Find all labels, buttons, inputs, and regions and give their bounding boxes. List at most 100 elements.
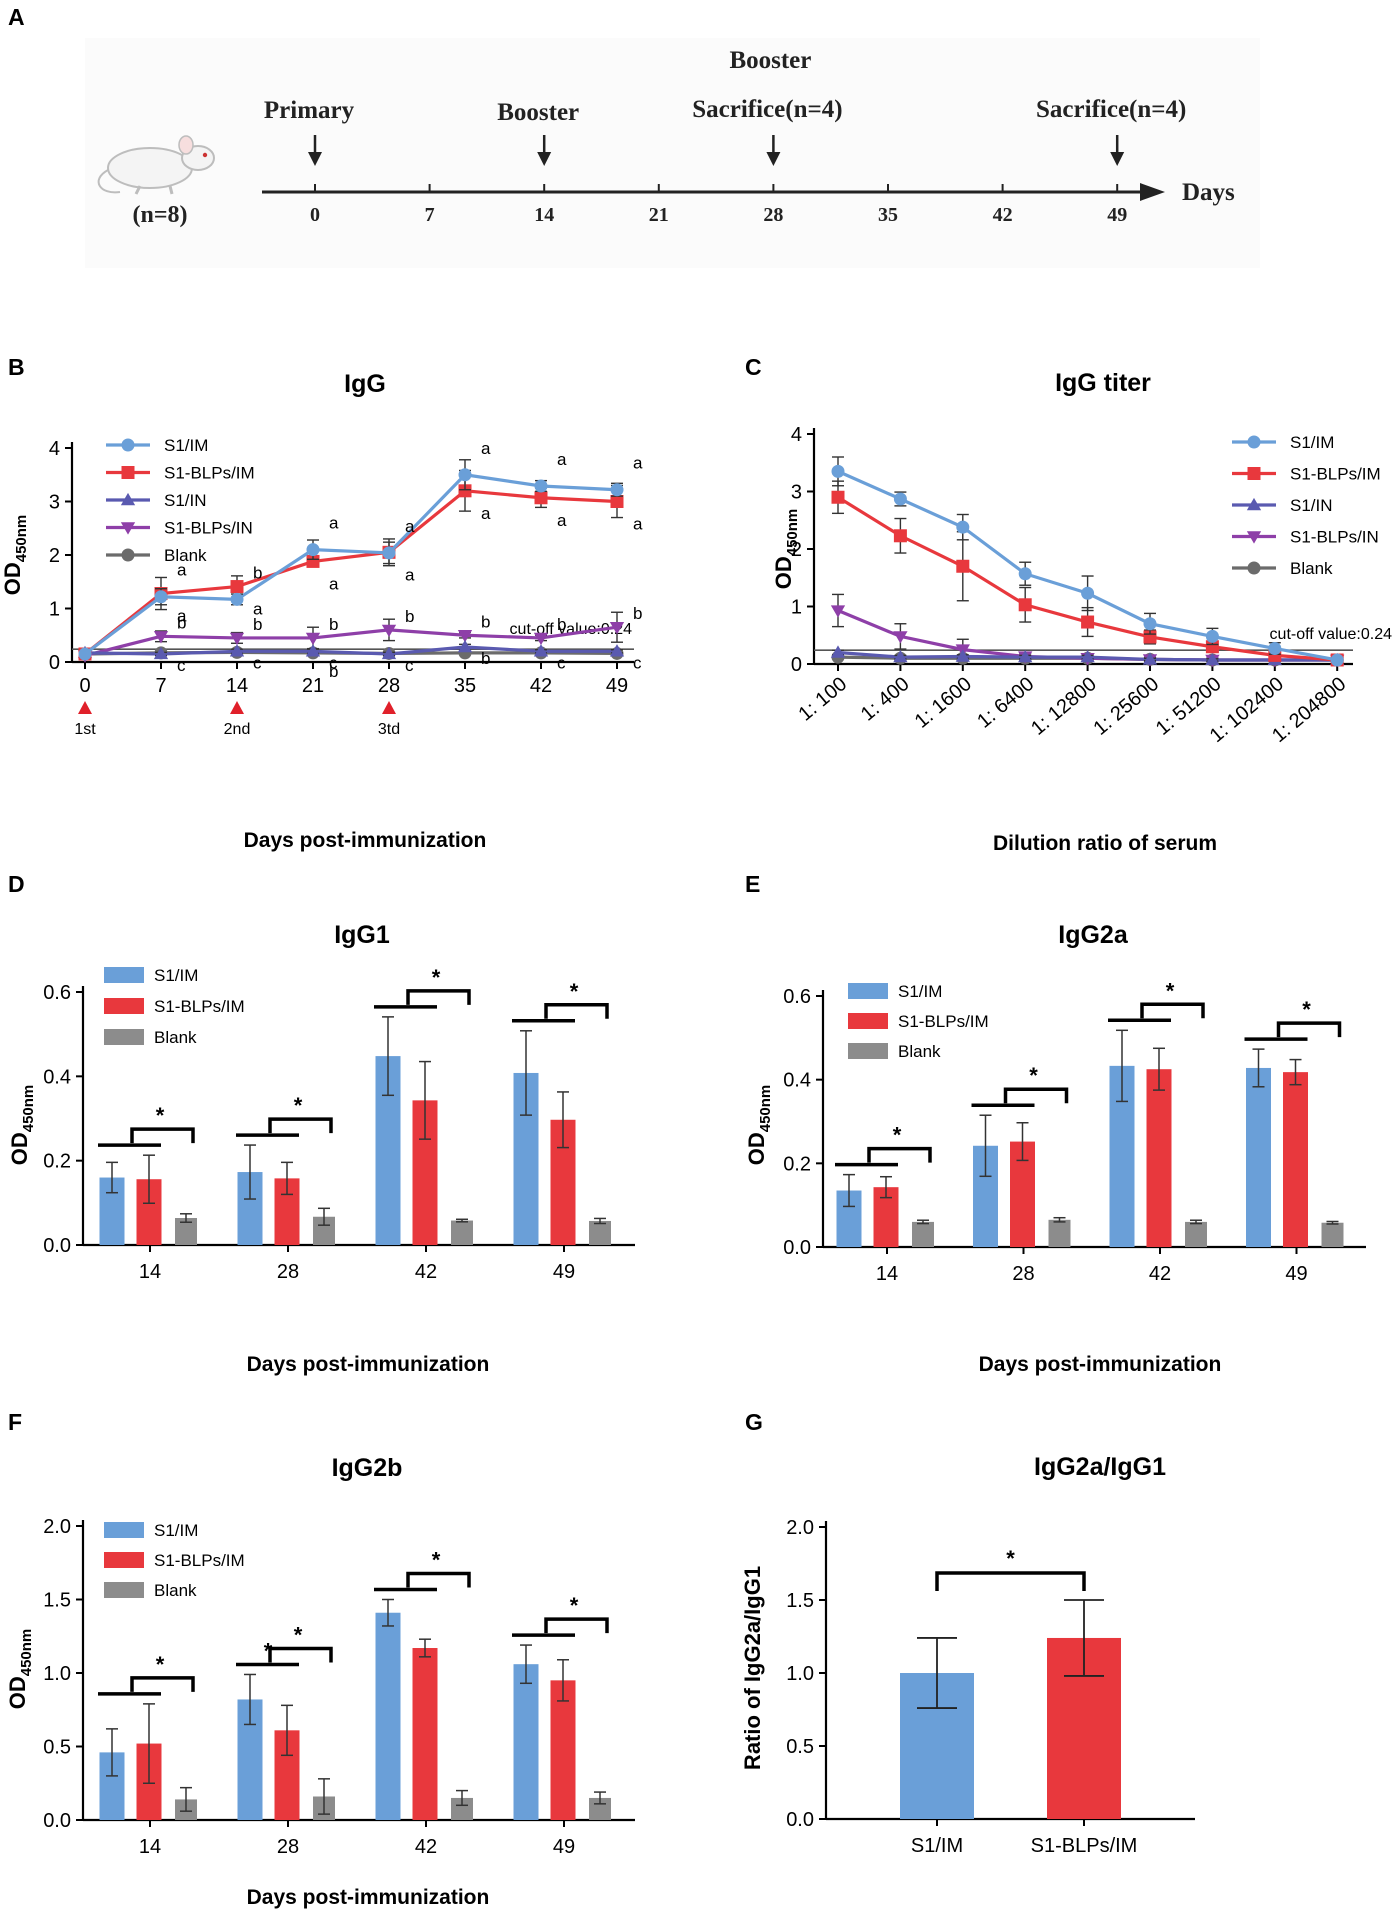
legend-marker xyxy=(121,548,135,562)
significance-bracket xyxy=(544,1003,609,1019)
x-tick-label: S1/IM xyxy=(911,1835,963,1857)
timeline-tick-label: 42 xyxy=(993,204,1013,226)
series-line xyxy=(84,489,618,656)
legend-label: S1/IM xyxy=(898,982,942,1001)
immunization-marker xyxy=(78,701,92,714)
x-tick-label: 1: 1600 xyxy=(911,673,976,733)
timeline-panel: (n=8) 0 7 14 21 28 35 42 49 Days Primary Booster Sa… xyxy=(85,38,1260,268)
legend-swatch xyxy=(848,1013,888,1029)
data-point xyxy=(831,464,845,478)
x-tick-label: 28 xyxy=(378,675,400,697)
data-point xyxy=(1081,586,1095,600)
data-point xyxy=(830,605,846,618)
x-tick-label: 49 xyxy=(606,675,628,697)
chart-title: IgG2b xyxy=(332,1454,403,1482)
ratio-bar-chart: IgG2a/IgG1 0.0 0.5 1.0 1.5 2.0 S1/IM S1-BLPs/IM… xyxy=(740,1453,1195,1857)
significance-letter: a xyxy=(481,439,491,458)
x-tick-label: 1: 100 xyxy=(794,673,851,726)
significance-letter: b xyxy=(177,613,186,632)
legend-swatch xyxy=(104,1029,144,1045)
x-tick-label: S1-BLPs/IM xyxy=(1031,1835,1138,1857)
significance-star: * xyxy=(570,1593,579,1618)
data-point xyxy=(893,631,908,644)
y-tick-label: 0 xyxy=(791,654,802,676)
y-tick-label: 1 xyxy=(49,599,60,621)
chart-title: IgG titer xyxy=(1055,369,1151,397)
y-tick-label: 0.6 xyxy=(783,986,811,1008)
significance-bracket xyxy=(544,1617,609,1634)
y-axis-label: OD450nm xyxy=(5,1629,35,1710)
significance-star: * xyxy=(1029,1063,1038,1088)
significance-bracket xyxy=(867,1146,932,1163)
data-point xyxy=(534,479,548,493)
timeline-tick-label: 35 xyxy=(878,204,898,226)
timeline-background xyxy=(85,38,1260,268)
legend-marker xyxy=(1246,531,1262,544)
y-tick-label: 1.5 xyxy=(786,1590,814,1612)
significance-bracket xyxy=(1003,1087,1069,1104)
legend-label: S1-BLPs/IN xyxy=(1290,528,1379,547)
significance-letter: a xyxy=(557,450,567,469)
y-tick-label: 0.0 xyxy=(43,1810,71,1832)
legend-label: S1/IN xyxy=(1290,496,1333,515)
timeline-axis-label: Days xyxy=(1182,179,1235,206)
significance-letter: a xyxy=(557,511,567,530)
x-tick-label: 1: 400 xyxy=(857,673,914,726)
y-tick-label: 1.0 xyxy=(43,1663,71,1685)
x-tick-label: 1: 25600 xyxy=(1089,673,1163,740)
bar xyxy=(175,1218,197,1245)
legend-label: Blank xyxy=(898,1042,941,1061)
significance-letter: b xyxy=(481,649,490,668)
significance-bracket xyxy=(130,1676,195,1692)
legend-label: S1-BLPs/IM xyxy=(154,997,245,1016)
legend-swatch xyxy=(848,983,888,999)
bar xyxy=(412,1648,438,1820)
data-point xyxy=(229,632,245,646)
significance-star: * xyxy=(156,1103,165,1128)
significance-star: * xyxy=(1006,1546,1015,1571)
data-point xyxy=(382,546,396,560)
y-tick-label: 0.2 xyxy=(43,1151,71,1173)
x-tick-label: 42 xyxy=(1149,1263,1171,1285)
timeline-event-arrowhead xyxy=(537,152,552,166)
timeline-tick-label: 0 xyxy=(310,204,320,226)
y-axis-label: Ratio of IgG2a/IgG1 xyxy=(740,1566,765,1770)
chart-title: IgG2a xyxy=(1058,921,1129,949)
bar xyxy=(1048,1219,1071,1247)
x-axis-label: Days post-immunization xyxy=(979,1353,1222,1376)
timeline-tick-label: 14 xyxy=(534,204,554,226)
igg2a-bar-chart: IgG2a 0.0 0.2 0.4 0.6 14 * 28 * 42 * 49 * S1/IM S1-BLP… xyxy=(744,921,1366,1376)
bar xyxy=(313,1216,335,1245)
y-tick-label: 4 xyxy=(791,424,802,446)
bar xyxy=(451,1220,473,1245)
data-point xyxy=(893,492,907,506)
significance-bracket xyxy=(130,1127,195,1144)
x-tick-label: 35 xyxy=(454,675,476,697)
x-tick-label: 14 xyxy=(226,675,248,697)
y-tick-label: 2.0 xyxy=(786,1517,814,1539)
x-tick-label: 42 xyxy=(530,675,552,697)
data-point xyxy=(1142,652,1158,665)
series-line xyxy=(84,645,617,656)
data-point xyxy=(306,543,320,557)
significance-star: * xyxy=(294,1093,303,1118)
data-point xyxy=(1205,629,1219,643)
y-tick-label: 0 xyxy=(49,652,60,674)
significance-letter: b xyxy=(329,615,338,634)
significance-letter: b xyxy=(481,612,490,631)
legend-label: S1-BLPs/IM xyxy=(898,1012,989,1031)
data-point xyxy=(609,644,625,657)
data-point xyxy=(1018,598,1032,612)
x-tick-label: 49 xyxy=(553,1836,575,1858)
significance-letter: a xyxy=(177,561,187,580)
igg2b-bar-chart: IgG2b 0.0 0.5 1.0 1.5 2.0 14 * 28 * * 42 * 49 * S1/IM S1… xyxy=(5,1454,635,1909)
significance-star: * xyxy=(264,1638,273,1663)
legend-label: Blank xyxy=(164,546,207,565)
significance-letter: c xyxy=(253,653,262,672)
x-tick-label: 1: 12800 xyxy=(1027,673,1101,740)
data-point xyxy=(230,580,244,594)
significance-star: * xyxy=(893,1123,902,1148)
data-point xyxy=(154,590,168,604)
bar xyxy=(1246,1067,1271,1247)
